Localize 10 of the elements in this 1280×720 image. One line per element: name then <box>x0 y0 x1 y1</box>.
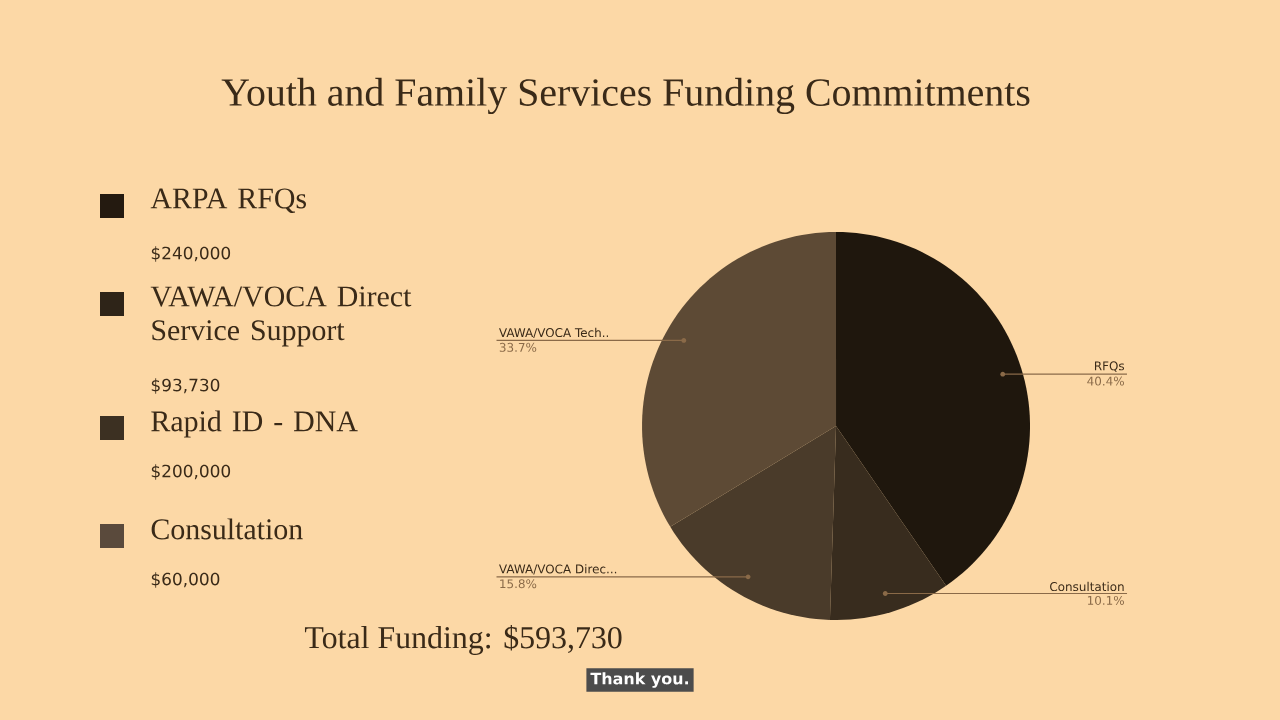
category-label: ARPA RFQs <box>150 188 306 214</box>
text: $200,000 <box>151 464 231 480</box>
text: $93,730 <box>151 378 220 394</box>
category-label: VAWA/VOCA Direct Service Support <box>150 286 412 347</box>
text: $60,000 <box>151 572 220 588</box>
text: $240,000 <box>151 246 231 262</box>
chart-title: Youth and Family Services Funding Commitments <box>221 77 1030 115</box>
category-label: Rapid ID - DNA <box>151 410 358 438</box>
text: Total Funding: $593,730 <box>304 625 622 655</box>
category-label: Consultation <box>151 518 303 540</box>
